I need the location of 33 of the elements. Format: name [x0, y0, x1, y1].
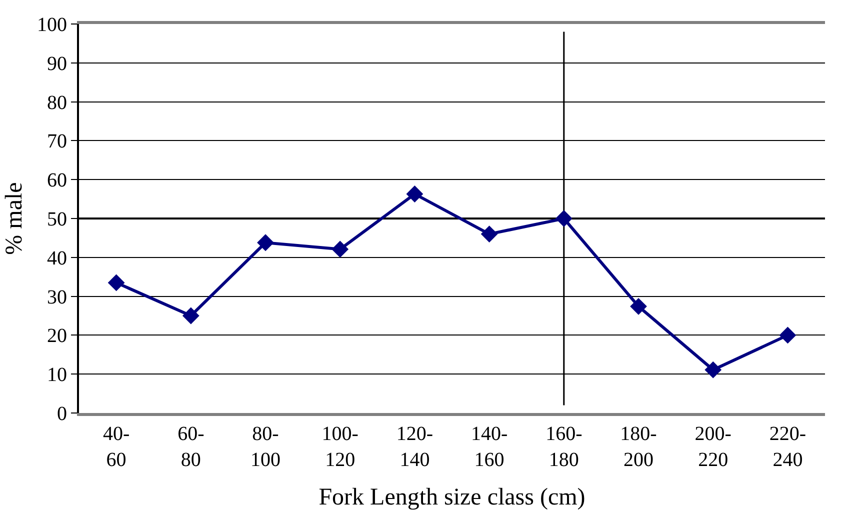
point — [182, 307, 200, 324]
point — [779, 326, 796, 344]
y-tick-label: 70 — [47, 130, 67, 153]
point — [704, 361, 722, 378]
point — [332, 240, 349, 258]
y-tick-label: 30 — [47, 286, 67, 308]
y-tick-label: 0 — [57, 403, 67, 425]
x-tick-label: 180-200 — [620, 423, 657, 471]
point — [406, 186, 424, 202]
y-tick-label: 20 — [47, 325, 67, 348]
x-tick-label: 200-220 — [694, 423, 732, 471]
x-tick-label: 40-60 — [102, 423, 130, 471]
y-tick-label: 10 — [47, 364, 67, 386]
y-tick-label: 40 — [47, 247, 67, 270]
y-tick-label: 50 — [47, 208, 67, 230]
point — [257, 234, 274, 252]
x-tick-label: 220-240 — [769, 423, 806, 471]
x-tick-label: 160-180 — [546, 423, 582, 471]
point — [108, 274, 125, 292]
y-axis-title: % male — [2, 182, 28, 255]
y-tick-label: 100 — [37, 14, 67, 36]
x-tick-label: 80-100 — [250, 423, 280, 471]
y-tick-label: 60 — [47, 170, 67, 192]
y-tick-label: 90 — [47, 52, 67, 75]
y-tick-label: 80 — [47, 92, 67, 114]
point — [555, 210, 572, 227]
point — [480, 226, 498, 243]
x-tick-label: 120-140 — [396, 423, 434, 471]
x-tick-label: 100-120 — [322, 423, 358, 471]
x-axis-title: Fork Length size class (cm) — [318, 484, 586, 510]
point — [630, 298, 647, 315]
x-tick-label: 60-80 — [178, 423, 204, 471]
x-tick-label: 140-160 — [470, 423, 508, 471]
